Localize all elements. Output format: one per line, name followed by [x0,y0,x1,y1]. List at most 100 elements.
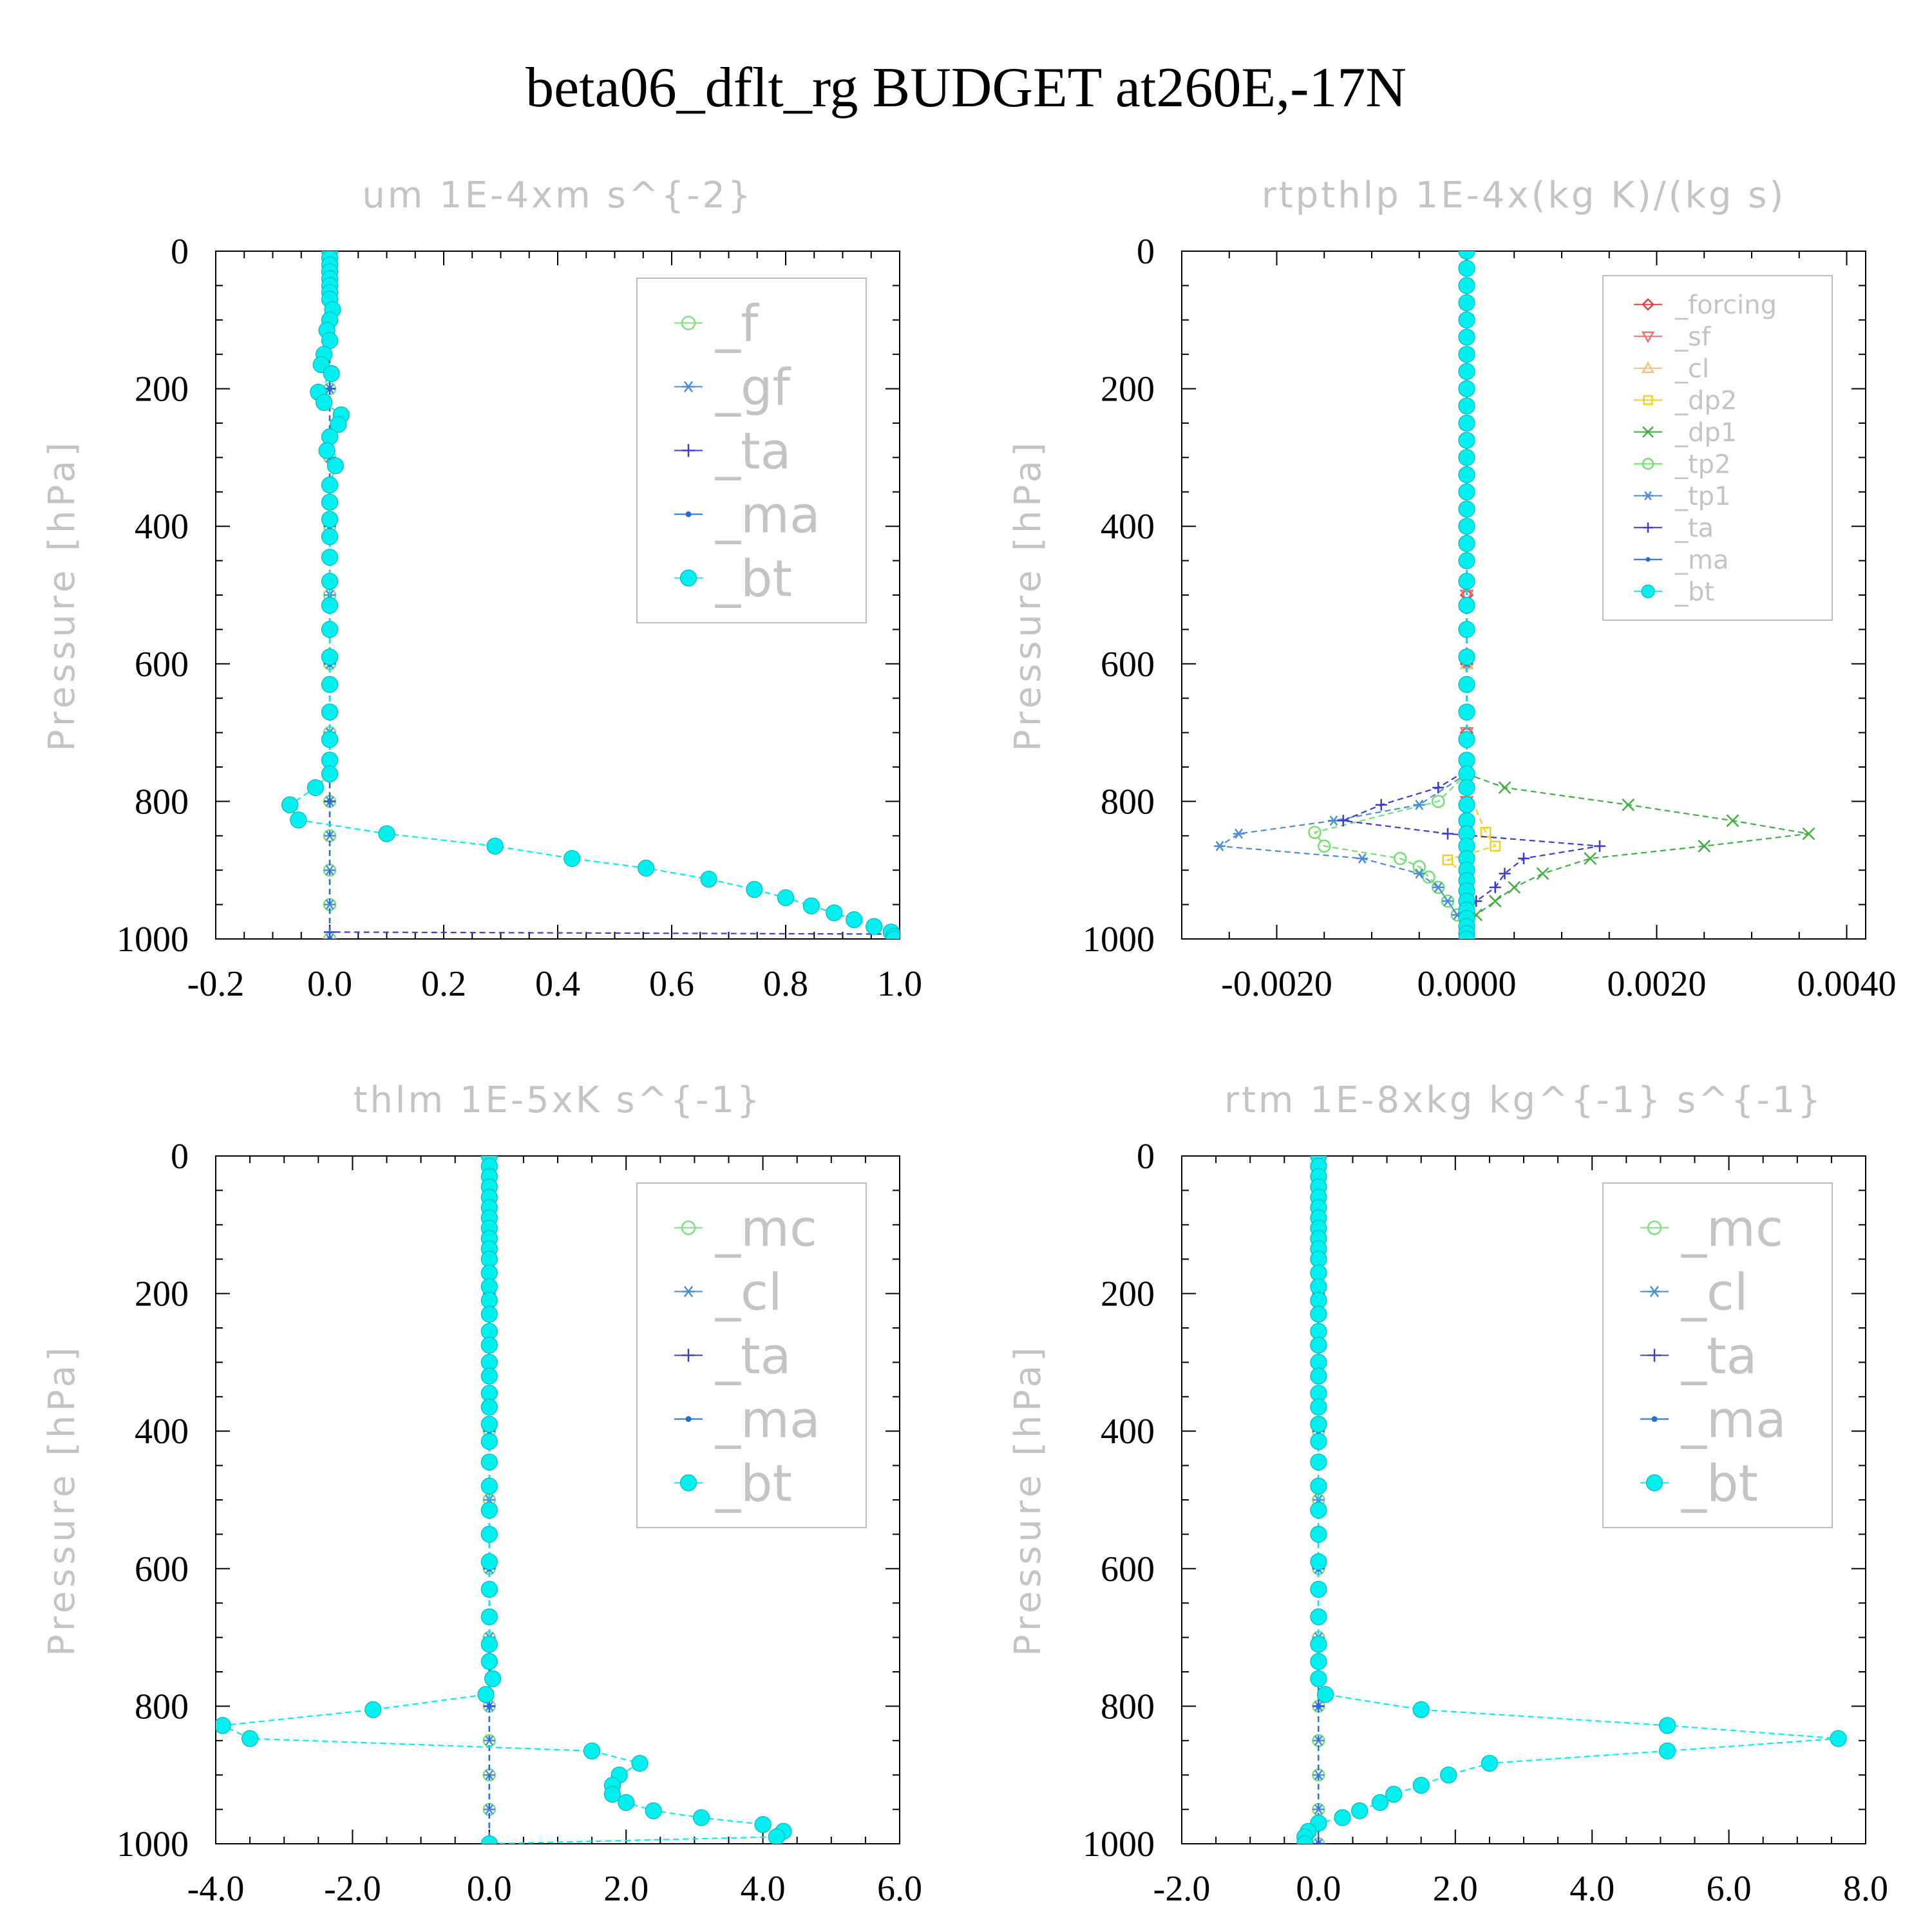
data-point_bt [1296,1835,1314,1844]
data-point_bt [330,416,347,433]
data-point_bt [802,897,820,914]
legend-label: _f [715,296,759,354]
legend-item_ma: _ma [674,487,820,545]
legend-item_ta: _ta [674,1328,791,1386]
data-point_bt [480,1477,498,1495]
data-point_bt [746,881,763,898]
legend-item_mc: _mc [1640,1200,1783,1258]
data-point_bt [1481,1754,1498,1772]
data-point_bt [603,1786,621,1803]
plot-area [216,1156,792,1844]
legend-label: _bt [1681,1455,1758,1513]
legend-marker_bt [679,569,697,587]
data-point_bt [242,1730,259,1747]
legend-label: _mc [715,1200,817,1258]
legend-label: _mc [1681,1200,1783,1258]
y-tick-label: 600 [135,645,189,685]
data-point_bt [480,1398,498,1416]
legend-marker_f [681,316,696,330]
y-tick-label: 0 [1137,232,1155,272]
legend-label: _ma [715,1392,820,1450]
data-point_bt [480,1454,498,1471]
legend-marker_bt [1641,584,1655,598]
y-tick-label: 1000 [117,920,189,960]
data-point_dp1 [1802,827,1815,840]
data-point_bt [631,1754,649,1772]
legend-marker_ta [682,1349,695,1362]
data-point_bt [645,1802,662,1819]
y-tick-label: 800 [135,782,189,822]
data-point_bt [321,477,339,494]
data-point_dp1 [1584,852,1597,865]
y-tick-label: 400 [135,507,189,547]
legend-item_ma: _ma [674,1392,820,1450]
data-point_tp2 [1318,839,1331,853]
legend-marker_cl [1641,361,1655,374]
legend-item_sf: _sf [1634,323,1711,352]
data-point_ma [327,936,333,939]
panel-um: um 1E-4xm s^{-2} Pressure [hPa] 0 200 400 600… [41,175,922,1004]
data-point_bt [1458,596,1475,614]
y-tick-label: 400 [1101,1412,1155,1452]
data-point_bt [1458,796,1475,813]
data-point_tp1 [1432,882,1444,893]
legend-item_ta: _ta [1634,514,1714,544]
legend-label: _tp2 [1674,450,1731,480]
data-point_bt [480,1416,498,1433]
data-point_bt [486,837,504,855]
data-point_bt [307,779,324,797]
plot-area [1214,251,1815,939]
data-point_bt [564,849,581,867]
data-point_bt [1310,1653,1327,1671]
panel-rtm: rtm 1E-8xkg kg^{-1} s^{-1} Pressure [hPa]… [1007,1079,1888,1909]
plot-area [281,251,900,939]
data-point_bt [1458,260,1475,277]
data-point_bt [1458,779,1475,797]
data-point_bt [1310,1416,1327,1433]
legend-item_ta: _ta [674,423,791,481]
data-point_tp1 [1413,799,1425,810]
data-point_bt [1458,346,1475,363]
data-point_bt [1458,466,1475,484]
panel-title: rtpthlp 1E-4x(kg K)/(kg s) [1262,175,1786,216]
data-point_bt [323,365,340,383]
series_bt [1458,251,1475,939]
data-point_bt [321,549,339,566]
x-tick-label: 2.0 [1433,1869,1478,1909]
legend-item_ma: _ma [1640,1392,1786,1450]
legend-box [1602,275,1833,621]
data-point_bt [1458,277,1475,294]
data-point_tp1 [1233,828,1245,839]
y-tick-label: 200 [1101,1274,1155,1314]
data-point_bt [1458,251,1475,260]
legend-item_tp2: _tp2 [1634,450,1731,480]
legend-item_bt: _bt [1640,1455,1758,1513]
legend-marker_ma [685,1416,692,1422]
data-point_bt [1310,1553,1327,1571]
legend-label: _bt [715,1455,792,1513]
data-point_bt [638,859,655,877]
legend-marker_forcing [1642,298,1654,311]
data-point_bt [321,703,339,721]
y-tick-label: 400 [1101,507,1155,547]
data-point_bt [1458,328,1475,346]
legend-item_bt: _bt [674,1455,792,1513]
y-tick-label: 800 [1101,782,1155,822]
legend-marker_mc [681,1220,696,1235]
x-tick-label: 0.6 [649,964,694,1004]
data-point_bt [846,911,863,929]
x-tick-label: -2.0 [1153,1869,1211,1909]
data-point_bt [378,825,395,842]
data-point_bt [321,528,339,545]
legend-marker_bt [679,1474,697,1492]
data-point_bt [480,1501,498,1519]
legend-marker_mc [1647,1220,1662,1235]
data-point_bt [321,731,339,748]
data-point_cl [1312,1804,1325,1815]
legend-item_bt: _bt [1634,578,1714,607]
data-point_bt [1316,1686,1334,1703]
legend-marker_ta [682,444,695,457]
data-point_bt [1458,703,1475,721]
data-point_bt [1371,1794,1389,1812]
panel-rtpthlp: rtpthlp 1E-4x(kg K)/(kg s) Pressure [hPa]… [1007,175,1897,1004]
